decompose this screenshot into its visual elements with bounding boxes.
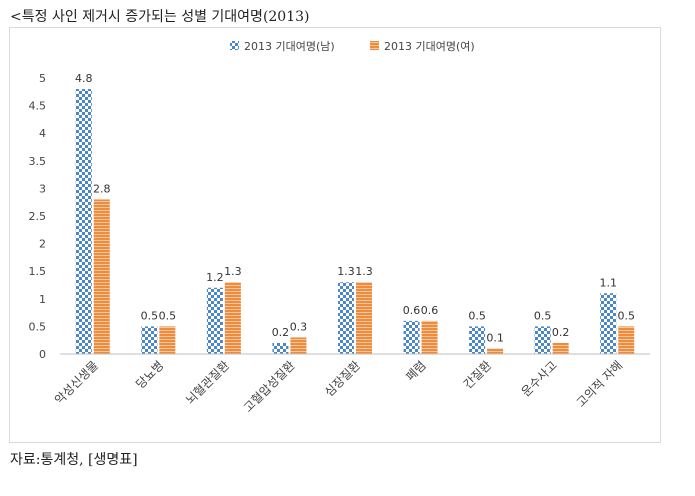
bar-female (290, 337, 307, 354)
bar-male (75, 89, 92, 354)
x-tick-label: 운수사고 (519, 358, 560, 399)
data-label-male: 1.3 (337, 265, 355, 278)
bar-female (487, 348, 504, 354)
bar-female (356, 282, 372, 354)
y-tick-label: 4 (39, 127, 46, 140)
x-tick-label: 고혈압성질환 (241, 358, 298, 415)
x-tick-label: 당뇨병 (133, 358, 166, 391)
bar-male (534, 326, 551, 354)
x-tick-label: 고의적 자해 (574, 358, 626, 410)
y-tick-label: 4.5 (29, 100, 47, 113)
data-label-female: 0.5 (617, 309, 635, 322)
legend-male-label: 2013 기대여명(남) (244, 40, 335, 53)
x-tick-label: 간질환 (461, 358, 494, 391)
x-tick-label: 악성신생물 (52, 358, 101, 407)
chart-frame: 2013 기대여명(남) 2013 기대여명(여) 0 0.5 1 1.5 2 2.5 3 3.… (9, 27, 661, 443)
source-note: 자료:통계청, [생명표] (10, 452, 138, 468)
x-tick-label: 폐렴 (403, 358, 429, 384)
bar-female (618, 326, 635, 354)
data-label-male: 0.5 (141, 309, 159, 322)
data-label-female: 0.6 (421, 304, 439, 317)
data-label-female: 0.1 (486, 331, 504, 344)
y-tick-label: 0 (39, 348, 46, 361)
bar-male (206, 287, 223, 354)
data-label-female: 0.2 (552, 326, 570, 339)
bar-female (159, 326, 176, 354)
y-tick-label: 2 (39, 238, 46, 251)
bar-male (469, 326, 486, 354)
data-label-female: 2.8 (93, 182, 111, 195)
data-label-female: 0.3 (290, 320, 308, 333)
bar-female (421, 320, 438, 354)
bar-female (224, 282, 241, 354)
y-tick-label: 1 (39, 293, 46, 306)
data-label-male: 0.6 (403, 304, 421, 317)
data-label-male: 0.5 (468, 309, 486, 322)
bar-male (338, 282, 354, 354)
data-label-male: 0.5 (534, 309, 552, 322)
bar-male (141, 326, 158, 354)
data-label-male: 1.1 (599, 276, 617, 289)
y-tick-label: 2.5 (29, 210, 47, 223)
y-axis: 0 0.5 1 1.5 2 2.5 3 3.5 4 4.5 5 (29, 72, 47, 361)
data-label-male: 1.2 (206, 271, 224, 284)
data-label-female: 1.3 (224, 265, 242, 278)
x-tick-label: 뇌혈관질환 (183, 358, 232, 407)
chart-legend: 2013 기대여명(남) 2013 기대여명(여) (230, 40, 475, 53)
y-tick-label: 0.5 (29, 320, 47, 333)
bar-female (93, 199, 110, 354)
y-tick-label: 5 (39, 72, 46, 85)
data-label-female: 1.3 (355, 265, 373, 278)
legend-female-swatch (370, 41, 379, 50)
bar-male (600, 293, 617, 354)
data-label-female: 0.5 (159, 309, 177, 322)
data-label-male: 0.2 (272, 326, 290, 339)
y-tick-label: 3 (39, 182, 46, 195)
data-label-male: 4.8 (75, 72, 93, 85)
plot-area: 4.82.80.5 0.51.2 1.30.2 0.31.3 1.30.6 0.6 0.50… (75, 72, 635, 354)
bar-chart: 2013 기대여명(남) 2013 기대여명(여) 0 0.5 1 1.5 2 2.5 3 3.… (29, 40, 650, 415)
legend-female-label: 2013 기대여명(여) (384, 40, 475, 53)
y-tick-label: 1.5 (29, 265, 47, 278)
y-tick-label: 3.5 (29, 155, 47, 168)
bar-male (403, 320, 420, 354)
x-axis: 악성신생물 당뇨병 뇌혈관질환 고혈압성질환 심장질환 폐렴 간질환 운수사고 고의적 자해 (52, 353, 650, 415)
x-tick-label: 심장질환 (322, 358, 363, 399)
legend-male-swatch (230, 41, 239, 50)
bar-male (272, 342, 289, 354)
bar-female (552, 342, 569, 354)
page-title: <특정 사인 제거시 증가되는 성별 기대여명(2013) (10, 9, 310, 25)
